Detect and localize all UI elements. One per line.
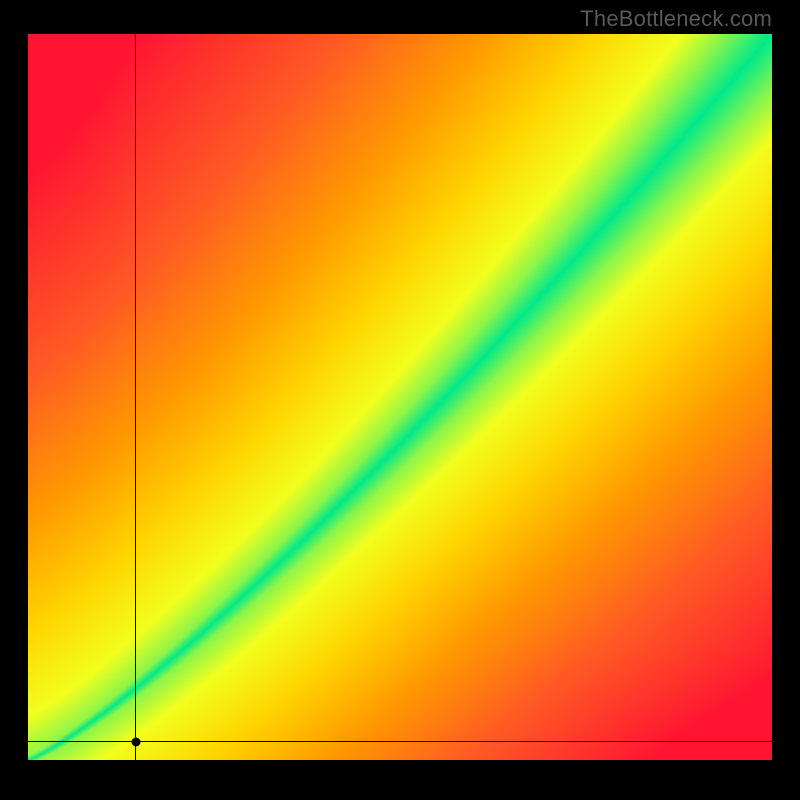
- heatmap-plot-area: [28, 34, 772, 760]
- marker-vertical-line: [135, 34, 136, 760]
- watermark-text: TheBottleneck.com: [580, 6, 772, 32]
- marker-dot: [131, 737, 140, 746]
- heatmap-canvas: [28, 34, 772, 760]
